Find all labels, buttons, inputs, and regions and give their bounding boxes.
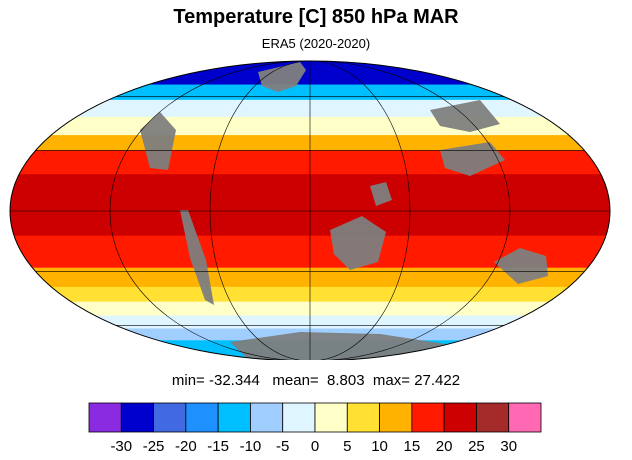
colorbar-tick-label: 10 (371, 438, 388, 455)
colorbar-tick-label: -30 (110, 438, 132, 455)
colorbar-swatch (443, 402, 477, 433)
temperature-map (9, 60, 611, 360)
mean-value: 8.803 (327, 372, 365, 389)
africa-highlands-mask (330, 216, 386, 270)
max-value: 27.422 (414, 372, 461, 389)
antarctica-mask (230, 332, 446, 360)
colorbar-tick-label: 5 (343, 438, 351, 455)
stats-line: min= -32.344 mean= 8.803 max= 27.422 (0, 372, 632, 389)
colorbar-swatch (120, 402, 154, 433)
globe-outline (9, 60, 611, 360)
colorbar-swatch (379, 402, 413, 433)
colorbar-swatch (346, 402, 380, 433)
colorbar-tick-label: -10 (240, 438, 262, 455)
colorbar-swatch (411, 402, 445, 433)
colorbar-tick-label: -25 (143, 438, 165, 455)
colorbar-swatch (185, 402, 219, 433)
mean-label: mean= (272, 372, 319, 389)
colorbar-tick-label: 15 (404, 438, 421, 455)
andes-mask (180, 210, 214, 305)
colorbar-tick-label: -5 (276, 438, 289, 455)
colorbar-tick-label: -15 (207, 438, 229, 455)
map-subtitle: ERA5 (2020-2020) (261, 36, 371, 51)
min-value: -32.344 (209, 372, 260, 389)
max-label: max= (372, 372, 411, 389)
colorbar-swatch (476, 402, 510, 433)
colorbar-swatch (88, 402, 122, 433)
colorbar-swatch (508, 402, 542, 433)
rockies-mask (140, 112, 176, 170)
colorbar-swatch (282, 402, 316, 433)
min-label: min= (171, 372, 205, 389)
colorbar-swatch (217, 402, 251, 433)
colorbar-tick-label: -20 (175, 438, 197, 455)
colorbar-swatch (153, 402, 187, 433)
colorbar-swatch (314, 402, 348, 433)
colorbar-tick-label: 25 (468, 438, 485, 455)
graticule (10, 61, 610, 360)
ethiopia-mask (370, 182, 392, 206)
meridian-line (109, 61, 511, 360)
australia-mask (494, 248, 548, 284)
meridian-line (209, 61, 411, 360)
map-title: Temperature [C] 850 hPa MAR (173, 6, 459, 28)
colorbar-tick-label: 20 (436, 438, 453, 455)
greenland-mask (258, 62, 306, 92)
colorbar-tick-label: 0 (311, 438, 319, 455)
colorbar-swatch (250, 402, 284, 433)
colorbar-tick-label: 30 (500, 438, 517, 455)
